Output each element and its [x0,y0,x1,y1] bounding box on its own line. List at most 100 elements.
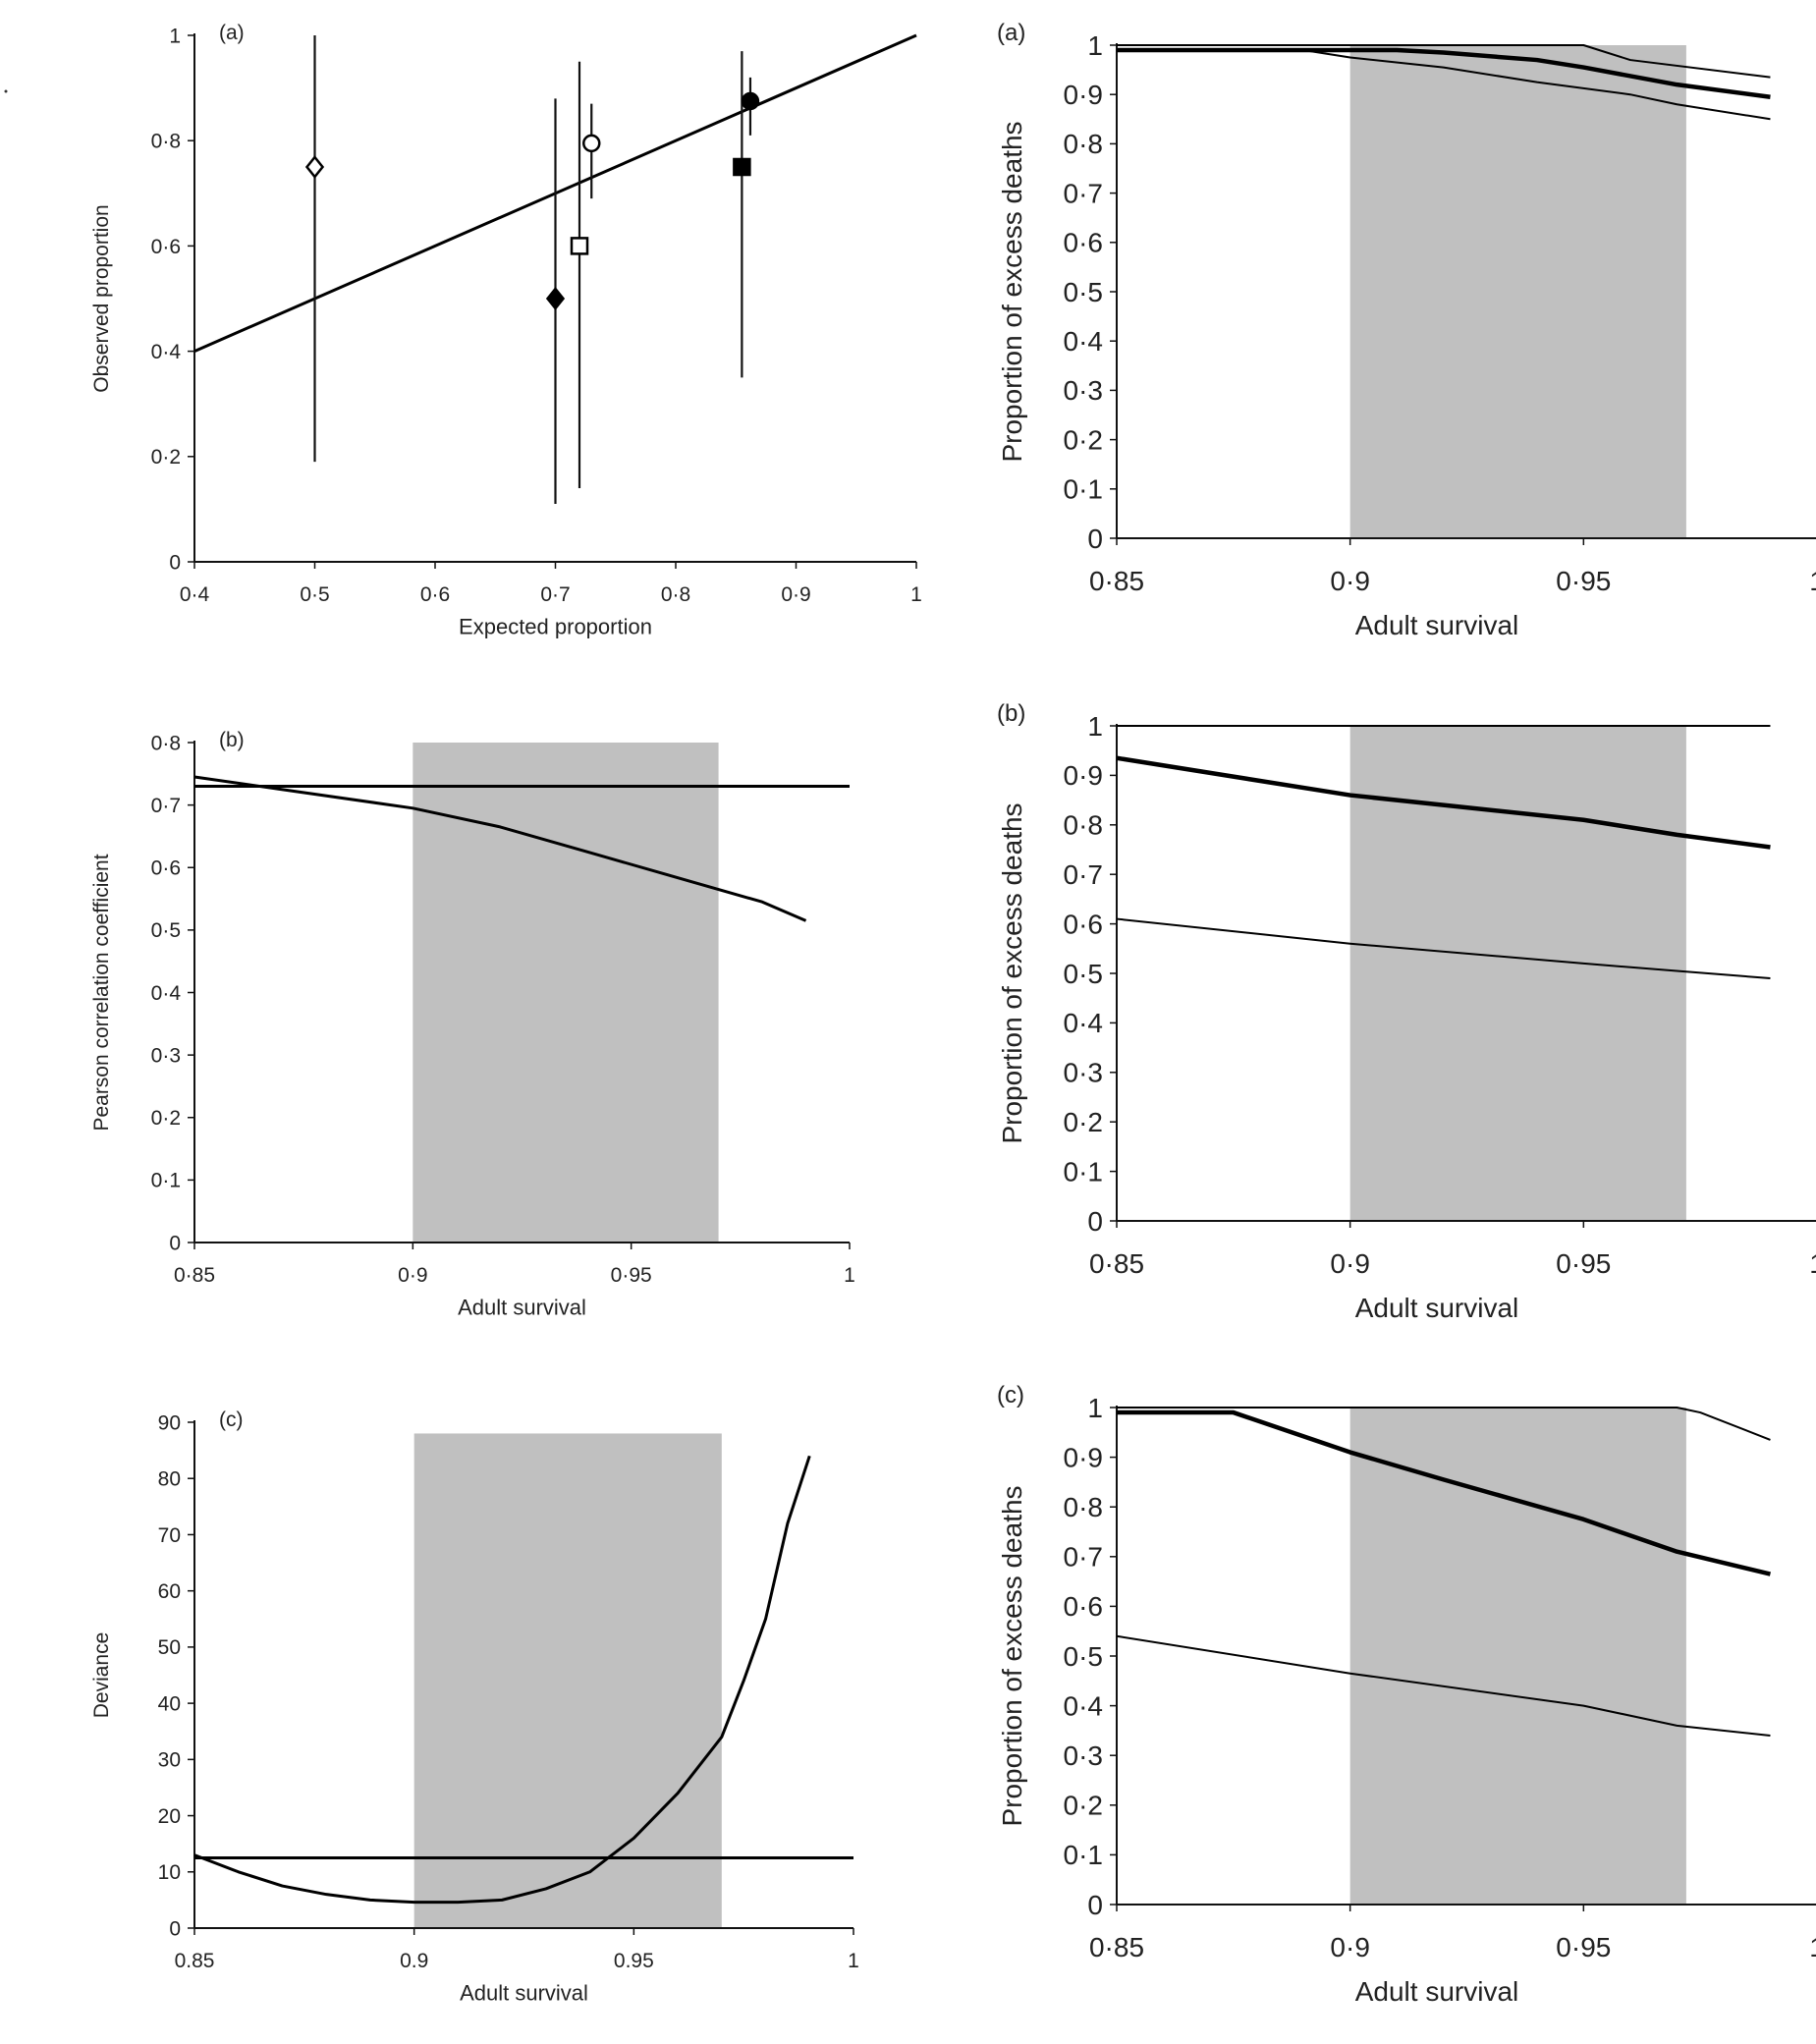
y-tick-label: 0 [1087,1206,1103,1237]
y-tick-label: 0·2 [1064,1791,1103,1821]
y-tick-label: 0·7 [1064,178,1103,208]
y-tick-label: 20 [158,1805,181,1828]
x-axis-label: Adult survival [1355,610,1519,640]
y-tick-label: 60 [158,1580,181,1603]
x-tick-label: 0·85 [1089,1932,1144,1962]
y-tick-label: 0·8 [1064,810,1103,841]
x-axis-label: Expected proportion [459,615,652,639]
y-tick-label: 0 [169,1232,181,1254]
x-tick-label: 0·5 [300,583,329,606]
y-tick-label: 0·5 [1064,1641,1103,1672]
y-tick-label: 1 [1087,1393,1103,1423]
x-tick-label: 0·9 [781,583,810,606]
y-tick-label: 0·6 [151,236,181,258]
panel-label: (c) [997,1382,1024,1409]
y-tick-label: 0·1 [151,1170,181,1192]
y-tick-label: 0 [1087,1890,1103,1920]
x-tick-label: 0·9 [1330,1932,1369,1962]
series-line [1117,49,1771,121]
series-line [1117,1409,1771,1576]
y-tick-label: 0·4 [1064,1008,1103,1038]
shaded-range [1349,1408,1686,1905]
data-point-square [733,157,751,177]
y-tick-label: 0·3 [1064,1740,1103,1771]
y-tick-label: 0·2 [1064,1107,1103,1137]
y-tick-label: 0·8 [151,732,181,754]
x-tick-label: 0·85 [1089,1248,1144,1279]
y-tick-label: 80 [158,1468,181,1491]
y-tick-label: 0·1 [1064,1840,1103,1870]
x-tick-label: 0.95 [614,1950,654,1972]
series-line [1116,917,1771,980]
y-tick-label: 90 [158,1411,181,1434]
y-tick-label: 0·4 [1064,326,1103,357]
data-point-diamond [304,154,325,180]
panel-label: (a) [997,20,1025,46]
y-tick-label: 0·3 [151,1044,181,1067]
y-tick-label: 0·5 [151,919,181,942]
data-point-diamond [545,286,566,311]
chart-panel-3: 0 10 20 30 40 50 60 70 80 90 0.85 0.9 0.95 1 Adult sur… [90,1409,859,2006]
x-tick-label: 0·95 [611,1264,652,1287]
y-tick-label: 0·9 [1064,80,1103,110]
series-line [1117,47,1771,99]
y-tick-label: 0·1 [1064,1156,1103,1187]
y-tick-label: 0·9 [1064,760,1103,791]
y-tick-label: 1 [169,25,181,47]
y-tick-label: 0·2 [1064,424,1103,455]
chart-panel-6: 0 0·1 0·2 0·3 0·4 0·5 0·6 0·7 0·8 0·9 1 0·85 0·9 0·95… [997,1382,1816,2007]
series-line [193,1455,811,1905]
y-axis-label: Proportion of excess deaths [997,802,1027,1143]
shaded-range [413,1433,722,1928]
series-line [1116,1634,1771,1737]
y-tick-label: 0·8 [1064,129,1103,159]
x-tick-label: 0.9 [400,1950,428,1972]
x-tick-label: 0.85 [175,1950,215,1972]
x-tick-label: 0·9 [398,1264,427,1287]
series-line [1116,755,1771,850]
panel-label: (a) [219,22,245,44]
y-tick-label: 0·2 [151,1107,181,1130]
y-axis-label: Observed proportion [90,204,113,392]
x-tick-label: 0·85 [174,1264,215,1287]
y-tick-label: 0 [169,551,181,574]
y-axis-label: Deviance [90,1632,113,1719]
shaded-range [1349,45,1686,538]
y-tick-label: 0·3 [1064,375,1103,406]
x-tick-label: 0·8 [661,583,690,606]
x-axis-label: Adult survival [1355,1976,1519,2007]
y-tick-label: 0·4 [1064,1690,1103,1721]
y-tick-label: 0 [1087,524,1103,554]
series-line [193,775,807,922]
series-line [1117,44,1771,79]
y-tick-label: 0·6 [1064,228,1103,258]
y-tick-label: 0·7 [151,795,181,817]
panel-label: (b) [219,729,245,751]
y-tick-label: 30 [158,1749,181,1772]
x-axis-label: Adult survival [458,1296,586,1320]
y-tick-label: 0·1 [1064,474,1103,505]
x-tick-label: 0·4 [180,583,210,606]
x-tick-label: 0·7 [540,583,570,606]
shaded-range [413,743,719,1243]
y-tick-label: 0·8 [1064,1492,1103,1522]
x-tick-label: 0·9 [1330,1248,1369,1279]
y-tick-label: 0·9 [1064,1442,1103,1472]
y-axis-label: Proportion of excess deaths [997,121,1027,462]
y-tick-label: 0·4 [151,341,182,363]
y-axis-label: Proportion of excess deaths [997,1485,1027,1826]
x-tick-label: 0·95 [1556,1248,1611,1279]
y-tick-label: 0·5 [1064,959,1103,989]
x-axis-label: Adult survival [460,1981,588,2006]
data-point-square [570,237,589,255]
chart-panel-4: 0 0·1 0·2 0·3 0·4 0·5 0·6 0·7 0·8 0·9 1 0·85 0·9 0·95… [997,20,1816,640]
data-point-circle [741,91,760,111]
y-tick-label: 0·2 [151,446,181,469]
chart-panel-5: 0 0·1 0·2 0·3 0·4 0·5 0·6 0·7 0·8 0·9 1 0·85 0·9 0·95… [997,700,1816,1323]
panel-label: (b) [997,700,1025,727]
x-tick-label: 0·95 [1556,1932,1611,1962]
chart-panel-2: 0 0·1 0·2 0·3 0·4 0·5 0·6 0·7 0·8 0·85 0·9 0·95 1 Adu… [90,729,855,1320]
x-tick-label: 1 [848,1950,859,1972]
y-tick-label: 0·5 [1064,277,1103,307]
